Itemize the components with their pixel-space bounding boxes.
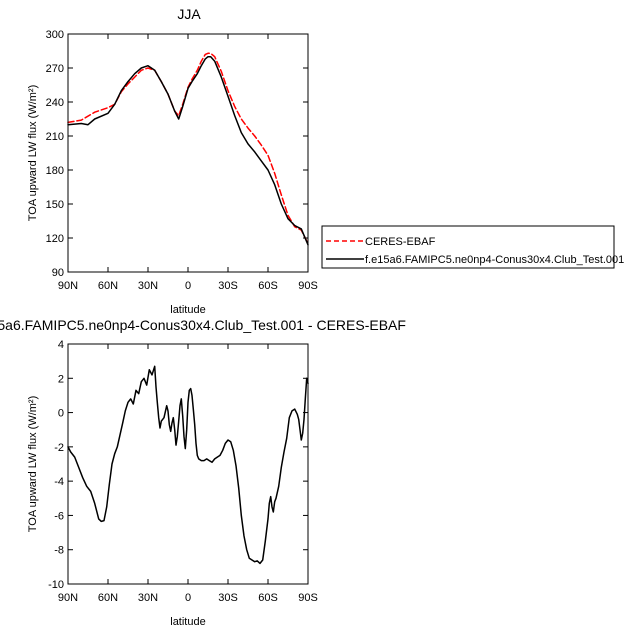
bottom-series-lines [67, 365, 309, 565]
top-ytick-label: 270 [46, 63, 64, 75]
bottom-y-tick-labels: -10 -8 -6 -4 -2 0 2 4 [48, 339, 64, 591]
top-xtick-label: 30N [138, 280, 158, 292]
top-x-axis-label: latitude [170, 304, 205, 316]
top-xtick-label: 60N [98, 280, 118, 292]
top-series-lines [67, 52, 309, 246]
bottom-ytick-label: -10 [48, 579, 64, 591]
top-ytick-label: 180 [46, 165, 64, 177]
top-series-line-model [67, 55, 309, 246]
bottom-ytick-label: -6 [54, 510, 64, 522]
bottom-plot-frame [67, 343, 309, 585]
bottom-ytick-label: -4 [54, 476, 64, 488]
top-series-line-ceres-ebaf [67, 52, 309, 245]
top-xtick-label: 30S [218, 280, 238, 292]
bottom-ytick-label: -2 [54, 442, 64, 454]
legend: CERES-EBAF f.e15a6.FAMIPC5.ne0np4-Conus3… [321, 225, 624, 269]
top-y-axis-label: TOA upward LW flux (W/m²) [27, 85, 39, 222]
legend-box [321, 225, 615, 269]
top-ytick-label: 90 [52, 267, 64, 279]
top-chart: JJA 90 120 150 180 210 240 270 300 90N 60N 30N 0 30… [27, 6, 318, 316]
bottom-x-tick-labels: 90N 60N 30N 0 30S 60S 90S [58, 592, 318, 604]
bottom-tick-marks [67, 343, 309, 585]
bottom-chart: f.e15a6.FAMIPC5.ne0np4-Conus30x4.Club_Te… [0, 317, 406, 628]
top-xtick-label: 90N [58, 280, 78, 292]
bottom-y-axis-label-text: TOA upward LW flux (W/m²) [27, 396, 39, 533]
top-ytick-label: 150 [46, 199, 64, 211]
top-chart-title: JJA [177, 6, 201, 22]
bottom-ytick-label: 4 [58, 339, 64, 351]
bottom-xtick-label: 30N [138, 592, 158, 604]
bottom-xtick-label: 90S [298, 592, 318, 604]
top-plot-frame [67, 33, 309, 273]
top-ytick-label: 240 [46, 97, 64, 109]
bottom-xtick-label: 30S [218, 592, 238, 604]
bottom-x-axis-label: latitude [170, 616, 205, 628]
bottom-series-line-difference [67, 365, 309, 565]
bottom-xtick-label: 90N [58, 592, 78, 604]
legend-label-ceres: CERES-EBAF [365, 236, 436, 248]
top-xtick-label: 60S [258, 280, 278, 292]
bottom-ytick-label: 2 [58, 373, 64, 385]
bottom-xtick-label: 0 [185, 592, 191, 604]
top-xtick-label: 0 [185, 280, 191, 292]
bottom-ytick-label: -8 [54, 545, 64, 557]
bottom-y-axis-label: TOA upward LW flux (W/m²) [27, 396, 39, 533]
bottom-xtick-label: 60N [98, 592, 118, 604]
bottom-chart-title: f.e15a6.FAMIPC5.ne0np4-Conus30x4.Club_Te… [0, 317, 406, 333]
top-x-tick-labels: 90N 60N 30N 0 30S 60S 90S [58, 280, 318, 292]
top-xtick-label: 90S [298, 280, 318, 292]
top-y-axis-label-text: TOA upward LW flux (W/m²) [27, 85, 39, 222]
top-ytick-label: 120 [46, 233, 64, 245]
bottom-xtick-label: 60S [258, 592, 278, 604]
top-y-tick-labels: 90 120 150 180 210 240 270 300 [46, 29, 64, 279]
top-tick-marks [67, 33, 309, 273]
top-ytick-label: 300 [46, 29, 64, 41]
top-ytick-label: 210 [46, 131, 64, 143]
legend-label-model: f.e15a6.FAMIPC5.ne0np4-Conus30x4.Club_Te… [365, 254, 624, 266]
bottom-ytick-label: 0 [58, 408, 64, 420]
